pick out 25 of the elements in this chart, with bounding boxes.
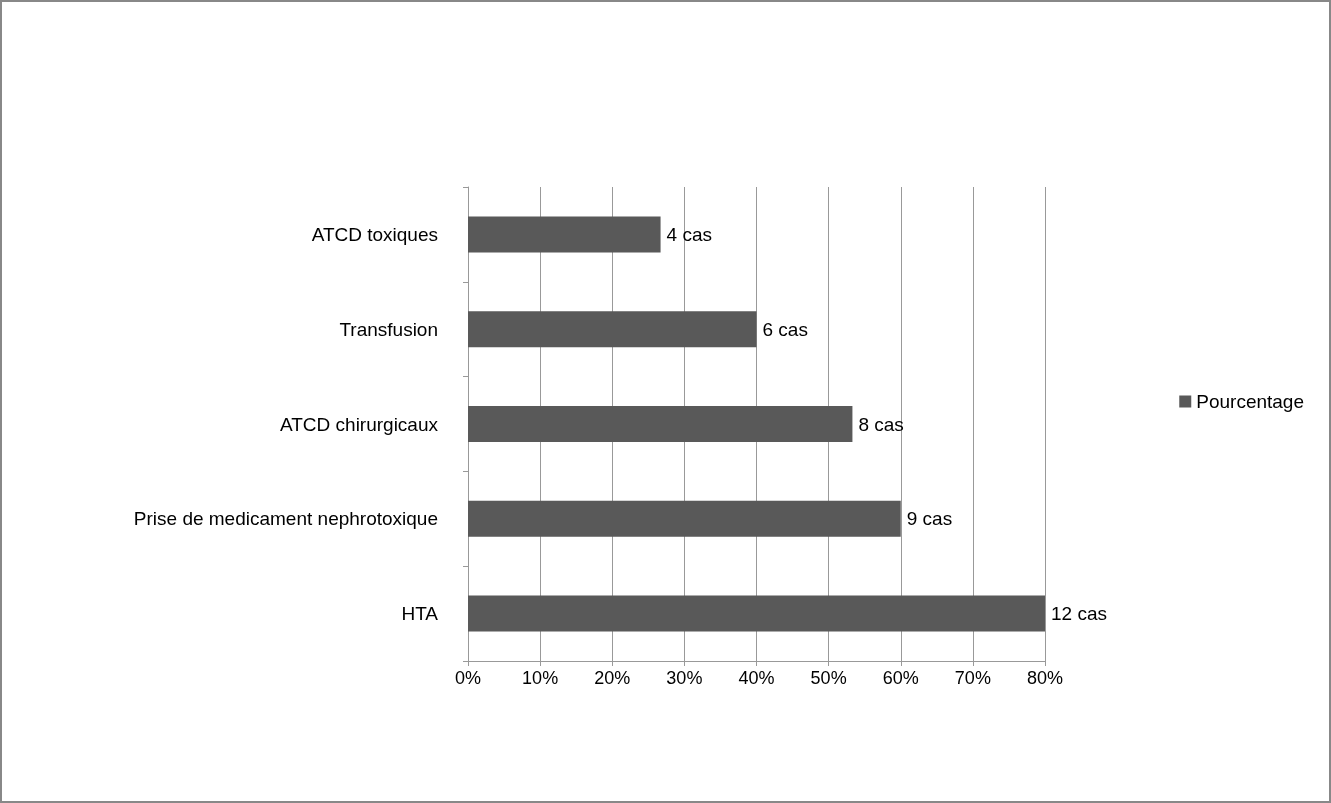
y-tick-label: HTA [401,603,439,625]
y-tick-label: ATCD chirurgicaux [279,413,439,435]
x-tick-label: 50% [810,668,847,688]
x-tick-label: 80% [1026,668,1064,688]
x-tick-label: 60% [882,668,919,688]
x-tick-label: 70% [954,668,991,688]
bar [468,500,901,537]
annotation: 8 cas [858,413,904,435]
annotation: 6 cas [762,318,808,340]
annotation: 12 cas [1051,603,1107,625]
bar [468,406,853,442]
bar [468,216,661,253]
y-tick-label: Prise de medicament nephrotoxique [133,508,438,530]
y-tick-label: ATCD toxiques [311,223,438,245]
bar [468,595,1045,632]
x-tick-label: 30% [666,668,703,688]
annotation: 4 cas [666,223,712,245]
x-tick-label: 20% [594,668,631,688]
y-tick-label: Transfusion [339,318,438,340]
bar [468,311,757,348]
legend-label: Pourcentage [1196,391,1304,412]
annotation: 9 cas [906,508,953,530]
x-tick-label: 10% [522,668,559,688]
x-tick-label: 0% [454,668,482,688]
x-tick-label: 40% [738,668,775,688]
